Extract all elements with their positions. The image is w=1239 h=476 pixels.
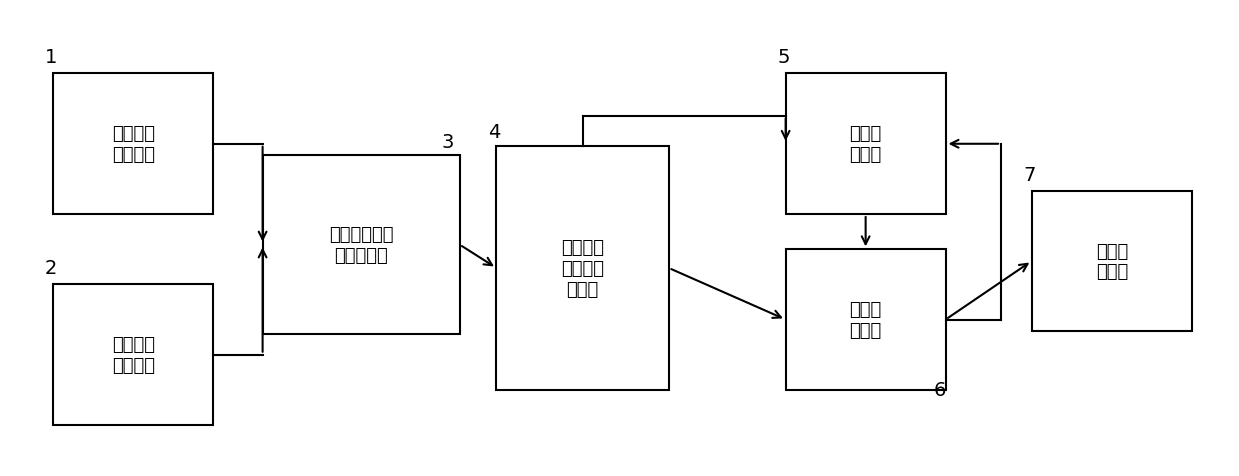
- FancyBboxPatch shape: [786, 250, 945, 390]
- Text: 时滞辨
识模块: 时滞辨 识模块: [850, 125, 882, 164]
- Text: 7: 7: [1023, 165, 1036, 184]
- Text: 横向加速
度传感器: 横向加速 度传感器: [112, 125, 155, 164]
- FancyBboxPatch shape: [53, 74, 213, 215]
- Text: 6: 6: [933, 380, 945, 399]
- Text: 3: 3: [441, 132, 453, 151]
- Text: 2: 2: [45, 259, 57, 278]
- FancyBboxPatch shape: [263, 156, 460, 334]
- FancyBboxPatch shape: [53, 285, 213, 425]
- FancyBboxPatch shape: [1032, 191, 1192, 332]
- Text: 防侧翻
控制器: 防侧翻 控制器: [850, 300, 882, 339]
- Text: 5: 5: [777, 49, 789, 67]
- Text: 4: 4: [488, 123, 501, 142]
- Text: 1: 1: [45, 49, 57, 67]
- Text: 横向载荷
转移率预
测模块: 横向载荷 转移率预 测模块: [561, 238, 605, 298]
- Text: 横向载荷转移
率估计模块: 横向载荷转移 率估计模块: [328, 226, 393, 264]
- FancyBboxPatch shape: [497, 147, 669, 390]
- Text: 防侧翻
作动器: 防侧翻 作动器: [1095, 242, 1127, 281]
- Text: 车身侧倾
角传感器: 车身侧倾 角传感器: [112, 336, 155, 374]
- FancyBboxPatch shape: [786, 74, 945, 215]
